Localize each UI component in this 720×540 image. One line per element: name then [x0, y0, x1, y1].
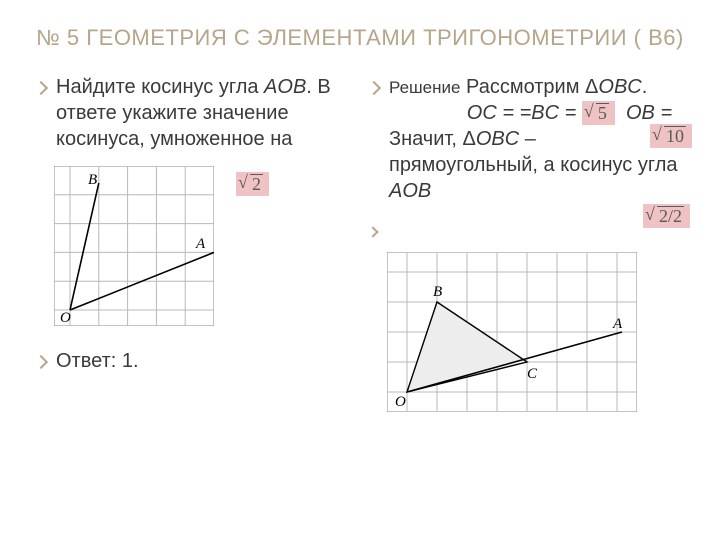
sqrt10-formula: 10: [650, 124, 692, 149]
fig2-label-B: B: [433, 284, 442, 300]
fig1-label-A: A: [195, 236, 206, 252]
answer-line: Ответ: 1.: [36, 348, 351, 374]
solution-label: Решение: [389, 78, 460, 97]
figure-2-wrap: O B C A: [387, 252, 684, 412]
problem-statement: Найдите косинус угла AOB. В ответе укажи…: [36, 74, 351, 152]
left-column: Найдите косинус угла AOB. В ответе укажи…: [36, 74, 351, 412]
triangle-obc-2: OBC: [476, 128, 519, 150]
sqrt2-formula: 2: [236, 172, 269, 197]
figure-1: O A B: [54, 166, 214, 326]
fig2-label-A: A: [612, 316, 623, 332]
empty-bullet: [369, 218, 684, 224]
angle-aob-2: AOB: [389, 180, 431, 202]
figure-2: O B C A: [387, 252, 637, 412]
fig1-label-O: O: [60, 310, 71, 326]
sqrt5-radicand: 5: [596, 103, 609, 124]
slide-title: № 5 ГЕОМЕТРИЯ С ЭЛЕМЕНТАМИ ТРИГОНОМЕТРИИ…: [36, 24, 684, 52]
sqrt10-radicand: 10: [664, 126, 686, 147]
sqrt5-formula: 5: [582, 101, 615, 126]
sqrt-half-radicand: 2/2: [657, 206, 684, 227]
solution-block: Решение Рассмотрим ΔOBC. OC = =BC = 5 OB…: [369, 74, 684, 204]
ob-equals: OB =: [626, 102, 672, 124]
triangle-obc-1: OBC: [598, 76, 641, 98]
fig2-label-C: C: [527, 366, 538, 382]
solution-text-1: Рассмотрим Δ: [460, 76, 598, 98]
sqrt2-radicand: 2: [250, 174, 263, 195]
solution-text-2: Значит, Δ: [389, 128, 476, 150]
sqrt2over2-formula: 2/2: [643, 204, 690, 229]
columns: Найдите косинус угла AOB. В ответе укажи…: [36, 74, 684, 412]
right-column: Решение Рассмотрим ΔOBC. OC = =BC = 5 OB…: [369, 74, 684, 412]
slide: № 5 ГЕОМЕТРИЯ С ЭЛЕМЕНТАМИ ТРИГОНОМЕТРИИ…: [0, 0, 720, 540]
figure-1-wrap: O A B: [54, 166, 351, 326]
problem-text-pre: Найдите косинус угла: [56, 76, 264, 98]
oc-bc-equals: OC = =BC =: [467, 102, 582, 124]
fig1-label-B: B: [88, 172, 97, 188]
fig2-label-O: O: [395, 394, 406, 410]
angle-aob: AOB: [264, 76, 306, 98]
